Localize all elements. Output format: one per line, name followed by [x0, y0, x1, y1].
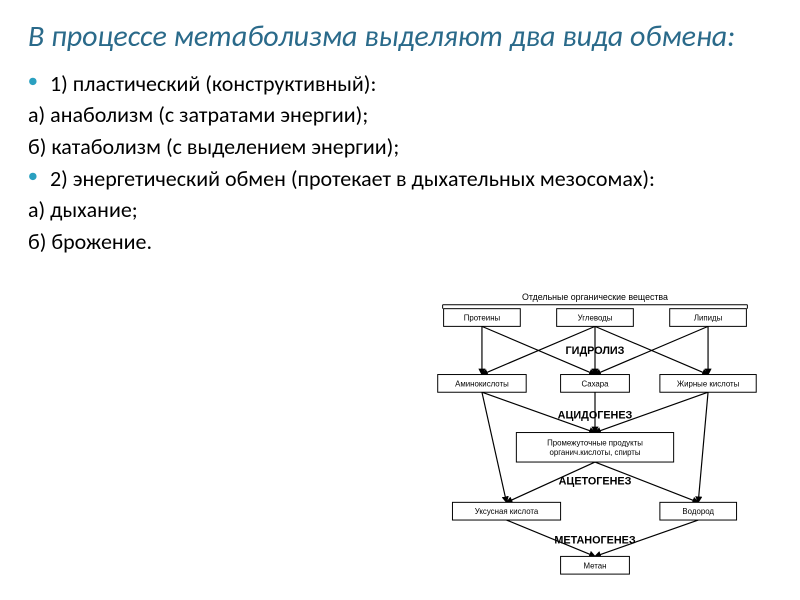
slide-title: В процессе метаболизма выделяют два вида…	[28, 20, 772, 55]
svg-text:Отдельные органические веществ: Отдельные органические вещества	[522, 292, 668, 302]
svg-text:Аминокислоты: Аминокислоты	[455, 379, 509, 388]
svg-text:Метан: Метан	[584, 561, 607, 570]
svg-text:Липиды: Липиды	[694, 314, 723, 323]
list-item: 1) пластический (конструктивный):	[28, 69, 772, 99]
svg-text:Сахара: Сахара	[581, 379, 609, 388]
list-item: а) дыхание;	[28, 195, 772, 225]
svg-text:АЦИДОГЕНЕЗ: АЦИДОГЕНЕЗ	[558, 410, 633, 422]
svg-text:АЦЕТОГЕНЕЗ: АЦЕТОГЕНЕЗ	[559, 476, 632, 488]
svg-text:Уксусная кислота: Уксусная кислота	[475, 507, 539, 516]
svg-text:Водород: Водород	[682, 507, 714, 516]
content-list: 1) пластический (конструктивный): а) ана…	[28, 69, 772, 257]
flowchart-svg: Отдельные органические вещества ГИДРОЛИЗ А…	[410, 290, 780, 580]
svg-text:Протеины: Протеины	[464, 314, 501, 323]
flowchart-diagram: Отдельные органические вещества ГИДРОЛИЗ А…	[410, 290, 780, 580]
svg-text:Углеводы: Углеводы	[578, 314, 613, 323]
svg-text:Промежуточные продукты: Промежуточные продукты	[547, 438, 643, 447]
list-item: а) анаболизм (с затратами энергии);	[28, 100, 772, 130]
list-item: б) катаболизм (с выделением энергии);	[28, 132, 772, 162]
svg-text:органич.кислоты, спирты: органич.кислоты, спирты	[549, 448, 640, 457]
svg-text:МЕТАНОГЕНЕЗ: МЕТАНОГЕНЕЗ	[554, 535, 635, 547]
svg-text:Жирные кислоты: Жирные кислоты	[677, 379, 740, 388]
list-item: 2) энергетический обмен (протекает в дых…	[28, 164, 772, 194]
slide: В процессе метаболизма выделяют два вида…	[0, 0, 800, 600]
svg-text:ГИДРОЛИЗ: ГИДРОЛИЗ	[566, 345, 625, 357]
list-item: б) брожение.	[28, 227, 772, 257]
